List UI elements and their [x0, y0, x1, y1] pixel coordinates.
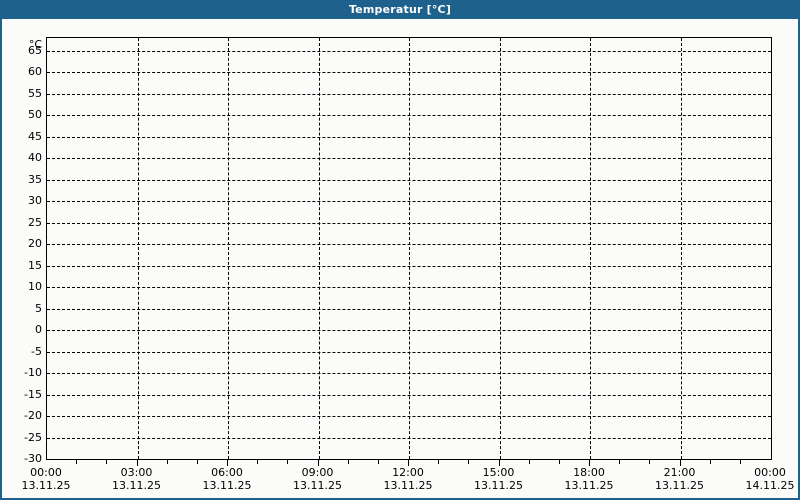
x-tick-date: 13.11.25: [383, 479, 433, 492]
x-gridline: [590, 38, 591, 459]
page-title: Temperatur [°C]: [348, 3, 452, 16]
y-tick-label: 25: [28, 215, 42, 229]
y-tick-label: 0: [35, 323, 42, 337]
x-tick-date: 13.11.25: [564, 479, 614, 492]
y-tick-label: 60: [28, 65, 42, 79]
x-gridline: [499, 38, 501, 459]
y-tick-label: 65: [28, 43, 42, 57]
x-tick-major: [317, 459, 319, 466]
x-tick-minor: [528, 459, 530, 464]
x-gridline: [318, 38, 320, 459]
x-tick-time: 15:00: [482, 466, 515, 479]
y-tick-label: 55: [28, 86, 42, 100]
x-tick-label: 09:00 13.11.25: [293, 466, 342, 492]
x-tick-minor: [76, 459, 78, 464]
x-tick-time: 03:00: [120, 466, 153, 479]
x-tick-time: 00:00: [30, 466, 62, 479]
y-tick-label: 15: [28, 258, 42, 272]
x-tick-minor: [468, 459, 470, 464]
x-tick-time: 00:00: [754, 466, 786, 479]
y-tick-label: -5: [31, 344, 42, 358]
y-tick-label: 45: [28, 129, 42, 143]
x-tick-label: 18:00 13.11.25: [565, 466, 614, 492]
x-tick-minor: [438, 459, 440, 464]
x-tick-minor: [709, 459, 711, 464]
x-tick-time: 12:00: [392, 466, 424, 479]
x-gridline: [137, 38, 139, 459]
x-tick-minor: [106, 459, 108, 464]
x-tick-major: [136, 459, 138, 466]
x-tick-label: 21:00 13.11.25: [655, 466, 704, 492]
x-tick-major: [408, 459, 409, 466]
x-tick-major: [589, 459, 590, 466]
x-gridline: [680, 38, 682, 459]
x-tick-label: 00:00 14.11.25: [746, 466, 795, 492]
x-tick-minor: [257, 459, 259, 464]
y-tick-label: 50: [28, 108, 42, 122]
x-tick-minor: [739, 459, 741, 464]
x-tick-minor: [347, 459, 349, 464]
x-tick-time: 18:00: [573, 466, 605, 479]
y-tick-label: 30: [28, 194, 42, 208]
x-tick-date: 13.11.25: [293, 479, 342, 492]
x-tick-label: 12:00 13.11.25: [384, 466, 433, 492]
y-tick-label: 20: [28, 237, 42, 251]
x-tick-minor: [558, 459, 560, 464]
y-axis-unit-label: °C: [28, 38, 42, 51]
x-tick-major: [498, 459, 500, 466]
y-tick-label: -25: [24, 430, 42, 444]
x-tick-minor: [166, 459, 168, 464]
x-tick-minor: [196, 459, 198, 464]
y-tick-label: 40: [28, 151, 42, 165]
y-tick-label: 5: [35, 301, 42, 315]
x-tick-label: 00:00 13.11.25: [22, 466, 71, 492]
y-axis: °C 65 60 55 50 45 40 35 30 25 20 15 10 5 0 -5 -10 -15 -20…: [2, 19, 42, 498]
x-tick-label: 06:00 13.11.25: [203, 466, 252, 492]
x-tick-major: [679, 459, 681, 466]
window-titlebar: Temperatur [°C]: [2, 0, 798, 19]
x-tick-label: 03:00 13.11.25: [112, 466, 161, 492]
x-tick-minor: [619, 459, 621, 464]
y-tick-label: 35: [28, 172, 42, 186]
x-tick-date: 13.11.25: [474, 479, 523, 492]
x-tick-date: 13.11.25: [112, 479, 161, 492]
x-tick-minor: [287, 459, 289, 464]
x-tick-time: 21:00: [663, 466, 696, 479]
x-tick-time: 06:00: [211, 466, 243, 479]
y-tick-label: -20: [24, 409, 42, 423]
x-tick-minor: [377, 459, 379, 464]
y-tick-label: -30: [24, 452, 42, 465]
x-tick-date: 13.11.25: [21, 479, 71, 492]
y-tick-label: 10: [28, 280, 42, 294]
x-tick-minor: [649, 459, 651, 464]
x-tick-major: [227, 459, 228, 466]
y-tick-label: -10: [24, 366, 42, 380]
x-tick-date: 14.11.25: [745, 479, 795, 492]
chart-canvas: °C 65 60 55 50 45 40 35 30 25 20 15 10 5 0 -5 -10 -15 -20…: [2, 19, 798, 498]
x-gridline: [228, 38, 229, 459]
plot-area: [46, 37, 772, 460]
y-tick-label: -15: [24, 387, 42, 401]
x-tick-date: 13.11.25: [202, 479, 252, 492]
x-tick-time: 09:00: [301, 466, 334, 479]
x-gridline: [409, 38, 410, 459]
x-tick-label: 15:00 13.11.25: [474, 466, 523, 492]
x-tick-date: 13.11.25: [655, 479, 704, 492]
